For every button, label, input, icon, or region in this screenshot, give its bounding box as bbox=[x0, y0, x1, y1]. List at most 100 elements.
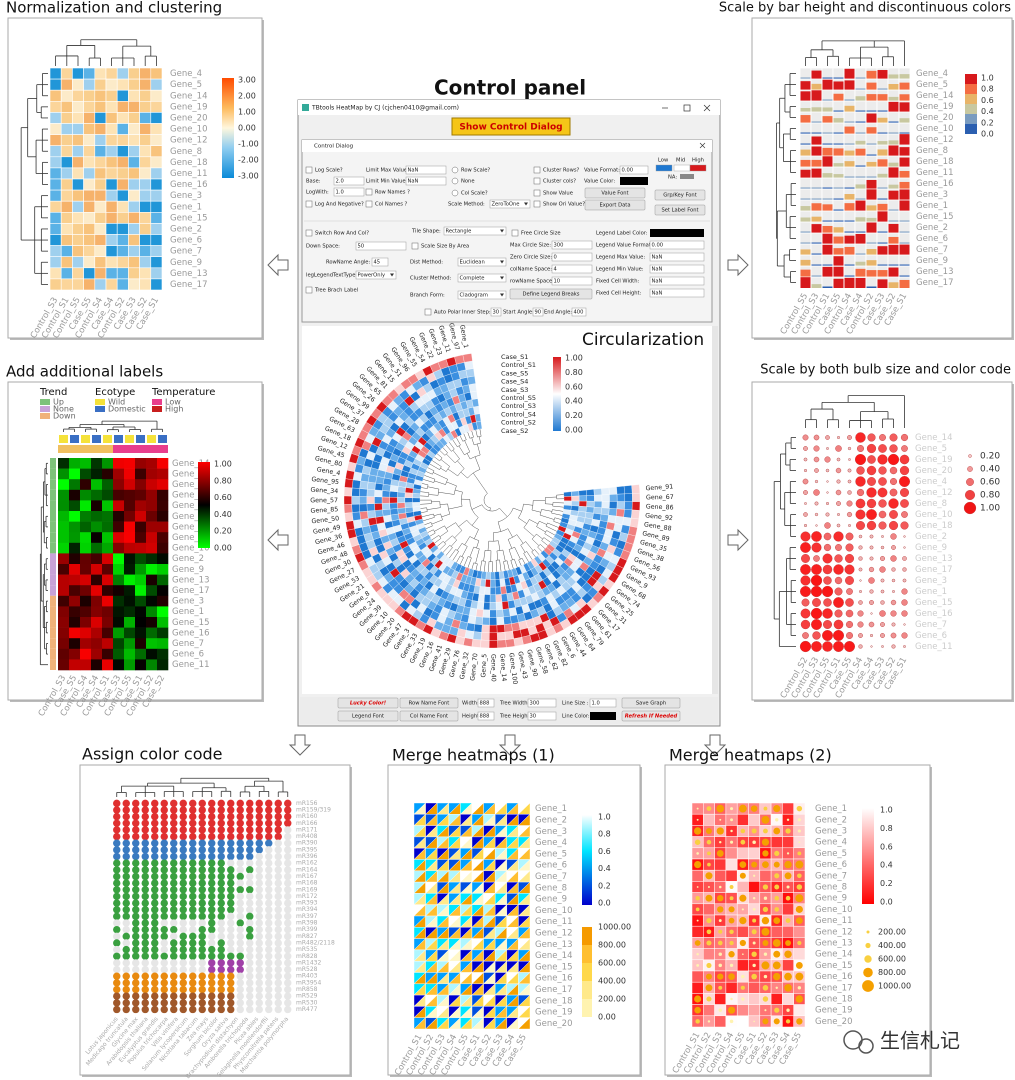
row-label: mR528 bbox=[296, 966, 318, 973]
button[interactable] bbox=[399, 710, 459, 722]
button[interactable] bbox=[399, 697, 459, 709]
button[interactable] bbox=[337, 710, 399, 722]
input[interactable] bbox=[333, 176, 365, 186]
radio[interactable] bbox=[451, 189, 459, 197]
dot bbox=[179, 899, 187, 907]
tree-branch bbox=[451, 448, 455, 452]
input[interactable] bbox=[405, 165, 447, 175]
radio[interactable] bbox=[451, 166, 459, 174]
input[interactable] bbox=[649, 252, 705, 262]
heat-cell bbox=[821, 177, 834, 190]
heat-bar bbox=[811, 198, 822, 200]
button[interactable] bbox=[621, 710, 681, 722]
checkbox[interactable] bbox=[533, 189, 541, 197]
button[interactable] bbox=[584, 187, 646, 199]
row-label: Gene_18 bbox=[172, 533, 210, 543]
input[interactable] bbox=[551, 264, 593, 274]
input[interactable] bbox=[649, 240, 705, 250]
button[interactable] bbox=[654, 204, 706, 216]
input[interactable] bbox=[619, 165, 649, 175]
input[interactable] bbox=[527, 711, 557, 721]
input[interactable] bbox=[355, 270, 397, 280]
dot bbox=[217, 1005, 225, 1014]
tree-branch bbox=[467, 557, 472, 568]
input[interactable] bbox=[477, 698, 495, 708]
input[interactable] bbox=[649, 264, 705, 274]
dot bbox=[208, 959, 216, 967]
circ-cell bbox=[593, 501, 603, 508]
input[interactable] bbox=[589, 698, 617, 708]
checkbox[interactable] bbox=[511, 229, 519, 237]
input[interactable] bbox=[551, 276, 593, 286]
dot bbox=[208, 879, 216, 887]
button[interactable] bbox=[509, 288, 593, 300]
tree-branch bbox=[553, 517, 556, 522]
legend-label: 0.80 bbox=[565, 368, 583, 377]
input[interactable] bbox=[355, 241, 407, 251]
tree-branch bbox=[469, 436, 474, 439]
input[interactable] bbox=[551, 252, 593, 262]
input[interactable] bbox=[527, 698, 557, 708]
input[interactable] bbox=[405, 176, 447, 186]
input[interactable] bbox=[457, 290, 507, 300]
dot bbox=[246, 919, 254, 927]
dot bbox=[170, 852, 178, 861]
checkbox[interactable] bbox=[305, 286, 313, 294]
input[interactable] bbox=[571, 307, 587, 317]
input[interactable] bbox=[477, 711, 495, 721]
tree-branch bbox=[484, 561, 486, 572]
tree-branch bbox=[523, 551, 527, 554]
checkbox[interactable] bbox=[365, 200, 373, 208]
circ-cell bbox=[374, 503, 383, 511]
checkbox[interactable] bbox=[411, 242, 419, 250]
circ-cell bbox=[631, 509, 640, 520]
heat-cell bbox=[139, 78, 152, 91]
dot bbox=[198, 939, 206, 947]
button[interactable] bbox=[621, 697, 681, 709]
input[interactable] bbox=[457, 257, 507, 267]
input[interactable] bbox=[333, 187, 365, 197]
checkbox[interactable] bbox=[533, 200, 541, 208]
color-field[interactable] bbox=[650, 229, 704, 237]
bulb bbox=[891, 622, 896, 627]
input[interactable] bbox=[489, 199, 531, 209]
dot bbox=[189, 852, 197, 861]
radio[interactable] bbox=[451, 177, 459, 185]
bulb bbox=[836, 435, 841, 440]
circ-cell bbox=[510, 614, 519, 624]
heat-cell bbox=[128, 256, 140, 269]
button-text: Col Name Font bbox=[410, 714, 448, 720]
checkbox[interactable] bbox=[365, 188, 373, 196]
input[interactable] bbox=[649, 276, 705, 286]
legend-label: 0.6 bbox=[598, 847, 611, 856]
button[interactable] bbox=[584, 199, 646, 211]
checkbox[interactable] bbox=[533, 177, 541, 185]
input[interactable] bbox=[443, 226, 507, 236]
checkbox[interactable] bbox=[305, 229, 313, 237]
input[interactable] bbox=[551, 240, 593, 250]
color-field[interactable] bbox=[590, 712, 616, 720]
heat-bar bbox=[888, 162, 899, 167]
heat-cell bbox=[102, 617, 114, 628]
show-dialog-button[interactable] bbox=[451, 117, 571, 136]
input[interactable] bbox=[490, 307, 502, 317]
input[interactable] bbox=[649, 288, 705, 298]
dot bbox=[265, 879, 273, 887]
heat-bar bbox=[822, 173, 833, 178]
button[interactable] bbox=[654, 189, 706, 201]
input[interactable] bbox=[457, 273, 507, 283]
input[interactable] bbox=[532, 307, 544, 317]
heat-cell bbox=[821, 276, 834, 289]
bulb bbox=[836, 479, 841, 484]
checkbox[interactable] bbox=[305, 200, 313, 208]
button[interactable] bbox=[337, 697, 399, 709]
checkbox[interactable] bbox=[305, 166, 313, 174]
legend-label: 800.00 bbox=[878, 968, 906, 977]
checkbox[interactable] bbox=[533, 166, 541, 174]
checkbox[interactable] bbox=[424, 308, 432, 316]
color-field[interactable] bbox=[620, 177, 648, 185]
heat-cell bbox=[810, 243, 823, 256]
row-label: Gene_17 bbox=[915, 565, 953, 575]
dot bbox=[141, 985, 149, 994]
input[interactable] bbox=[371, 257, 389, 267]
